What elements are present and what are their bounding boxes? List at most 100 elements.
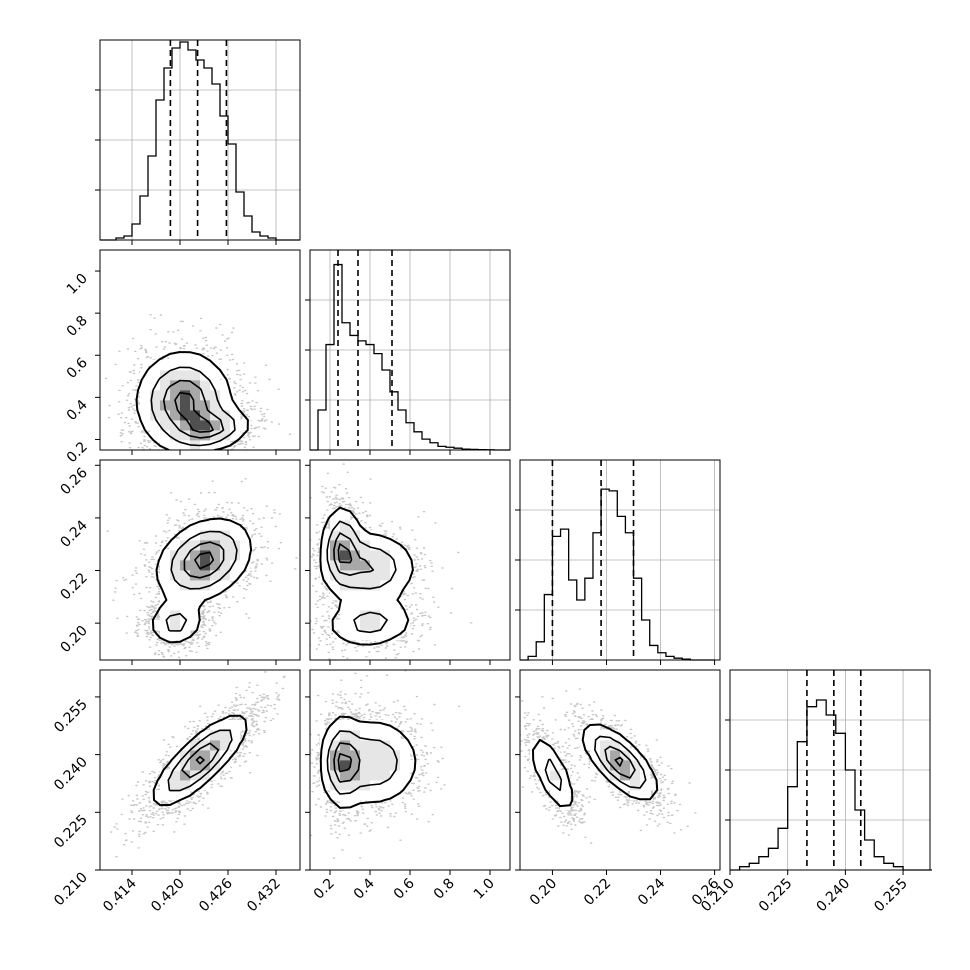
density-cell [180, 590, 191, 601]
density-cell [180, 360, 191, 371]
density-cell [390, 550, 401, 561]
density-cell [220, 540, 231, 551]
density-panel-0 [95, 249, 301, 455]
y-tick-label: 0.255 [51, 696, 91, 736]
density-cell [180, 420, 191, 431]
density-cell [170, 390, 181, 401]
density-cell [320, 780, 331, 791]
density-cell [380, 770, 391, 781]
histogram-panel-1 [305, 249, 511, 455]
density-cell [340, 600, 351, 611]
density-cell [140, 420, 151, 431]
x-tick-label: 0.255 [871, 876, 911, 916]
density-cell [170, 620, 181, 631]
density-cell [150, 430, 161, 441]
density-cell [170, 410, 181, 421]
density-cell [180, 380, 191, 391]
density-cell [210, 740, 221, 751]
density-cell [220, 720, 231, 731]
density-cell [180, 400, 191, 411]
y-tick-label: 0.26 [57, 465, 90, 498]
density-cell [150, 410, 161, 421]
density-cell [200, 380, 211, 391]
contour-line [151, 517, 253, 644]
density-panel-1 [95, 459, 301, 665]
density-cell [150, 790, 161, 801]
density-cell [230, 740, 241, 751]
density-cell [580, 740, 591, 751]
density-cell [180, 610, 191, 621]
density-cell [630, 790, 641, 801]
density-cell [340, 770, 351, 781]
density-cell [360, 580, 371, 591]
density-cell [330, 510, 341, 521]
density-cell [140, 400, 151, 411]
density-cell [200, 400, 211, 411]
density-cell [630, 780, 641, 791]
density-cell [390, 610, 401, 621]
density-cell [190, 400, 201, 411]
density-cell [340, 620, 351, 631]
density-cell [240, 550, 251, 561]
density-cell [340, 630, 351, 641]
density-cell [170, 580, 181, 591]
density-cell [390, 590, 401, 601]
density-cell [330, 730, 341, 741]
density-cell [230, 570, 241, 581]
density-cell [630, 770, 641, 781]
density-cell [180, 570, 191, 581]
density-cell [390, 570, 401, 581]
density-cell [320, 770, 331, 781]
density-cell [190, 620, 201, 631]
density-cell [360, 740, 371, 751]
density-cell [190, 540, 201, 551]
density-cell [600, 730, 611, 741]
density-cell [160, 410, 171, 421]
density-cell [200, 750, 211, 761]
density-cell [610, 730, 621, 741]
density-cell [200, 760, 211, 771]
density-cell [350, 600, 361, 611]
panel-frame [99, 669, 301, 871]
x-tick-label: 0.432 [244, 876, 284, 916]
density-cell [340, 590, 351, 601]
density-panel-4 [305, 669, 511, 875]
density-cell [240, 530, 251, 541]
density-cell [330, 550, 341, 561]
y-tick-label: 0.8 [64, 313, 91, 340]
density-cell [340, 720, 351, 731]
density-cell [340, 560, 351, 571]
contour-line [326, 730, 398, 795]
density-cell [390, 600, 401, 611]
x-tick-label: 0.2 [311, 876, 338, 903]
density-cell [210, 420, 221, 431]
contour-line [181, 742, 220, 779]
density-cell [220, 550, 231, 561]
density-cell [330, 790, 341, 801]
density-cell [400, 780, 411, 791]
density-cell [150, 620, 161, 631]
density-cell [240, 420, 251, 431]
density-cell [380, 750, 391, 761]
histogram-panel-3 [725, 669, 932, 875]
density-cell [160, 430, 171, 441]
density-cell [160, 790, 171, 801]
density-cell [560, 780, 571, 791]
y-tick-label: 0.22 [57, 570, 90, 603]
density-cell [170, 440, 181, 450]
density-cell [160, 560, 171, 571]
density-cell [180, 600, 191, 611]
density-cell [610, 740, 621, 751]
density-cell [200, 360, 211, 371]
y-tick-label: 1.0 [64, 271, 91, 298]
panel-frame [729, 669, 931, 871]
density-cell [610, 750, 621, 761]
density-cell [230, 430, 241, 441]
density-cell [350, 610, 361, 621]
density-cell [320, 530, 331, 541]
y-tick-label: 0.240 [51, 754, 91, 794]
panel-frame [99, 249, 301, 451]
contour-line [604, 745, 636, 779]
density-cell [390, 780, 401, 791]
